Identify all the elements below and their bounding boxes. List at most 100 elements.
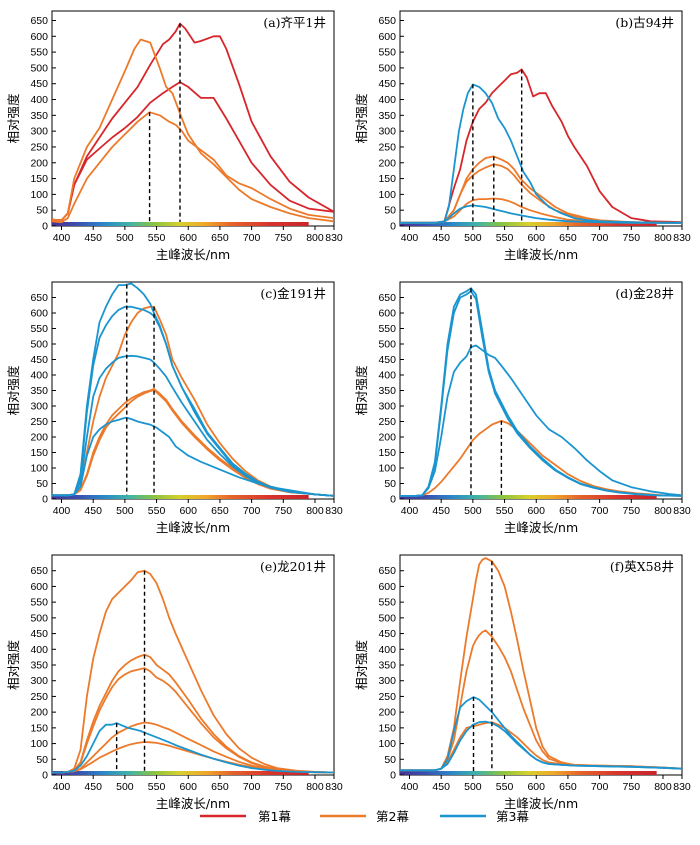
y-tick-label: 500 — [30, 612, 48, 624]
y-tick-label: 500 — [378, 339, 396, 351]
x-tick-label: 700 — [591, 505, 609, 517]
y-tick-label: 100 — [30, 738, 48, 750]
y-tick-label: 150 — [30, 447, 48, 459]
x-tick-label: 800 — [654, 505, 672, 517]
y-tick-label: 550 — [30, 323, 48, 335]
spectrum-bar — [52, 771, 309, 775]
series-line-stage3 — [52, 282, 334, 497]
y-tick-label: 250 — [30, 416, 48, 428]
y-tick-label: 200 — [30, 707, 48, 719]
chart-panel: 0 50 100 150 200 250 300 350 400 450 500 550 600 650 4… — [6, 554, 343, 811]
plot-frame — [51, 10, 335, 227]
x-tick-label: 830 — [673, 232, 691, 244]
series-group — [52, 569, 334, 774]
series-line-stage3 — [52, 305, 334, 497]
x-tick-label: 450 — [84, 781, 102, 793]
y-axis-label: 相对强度 — [354, 640, 369, 691]
chart-panel: 0 50 100 150 200 250 300 350 400 450 500 550 600 650 4… — [6, 10, 343, 262]
series-line-stage2 — [52, 667, 334, 774]
y-tick-label: 600 — [378, 31, 396, 43]
y-tick-label: 150 — [30, 722, 48, 734]
x-tick-label: 700 — [243, 232, 261, 244]
series-line-stage2 — [52, 569, 334, 774]
x-tick-label: 550 — [148, 781, 166, 793]
y-tick-label: 650 — [30, 292, 48, 304]
x-tick-label: 800 — [306, 232, 324, 244]
y-tick-label: 50 — [384, 205, 396, 217]
x-tick-label: 600 — [179, 781, 197, 793]
y-tick-label: 400 — [378, 94, 396, 106]
x-tick-label: 600 — [179, 232, 197, 244]
legend-label-stage2: 第2幕 — [376, 809, 409, 824]
y-tick-label: 400 — [30, 370, 48, 382]
y-tick-label: 300 — [30, 675, 48, 687]
y-tick-label: 300 — [378, 126, 396, 138]
y-tick-label: 550 — [378, 597, 396, 609]
spectrum-bar — [400, 771, 657, 775]
plot-frame — [399, 10, 683, 227]
x-tick-label: 800 — [654, 232, 672, 244]
y-tick-label: 0 — [42, 770, 48, 782]
x-tick-label: 650 — [559, 505, 577, 517]
y-tick-label: 0 — [390, 494, 396, 506]
y-tick-label: 250 — [378, 141, 396, 153]
y-tick-label: 250 — [378, 416, 396, 428]
series-group — [400, 557, 682, 772]
series-line-stage2 — [52, 741, 334, 774]
series-line-stage3 — [400, 720, 682, 772]
series-line-stage2 — [52, 38, 334, 223]
y-tick-label: 200 — [30, 432, 48, 444]
series-line-stage3 — [400, 204, 682, 224]
x-tick-label: 700 — [243, 505, 261, 517]
x-tick-label: 450 — [432, 781, 450, 793]
y-axis-label: 相对强度 — [6, 93, 21, 144]
y-tick-label: 650 — [30, 565, 48, 577]
legend-label-stage1: 第1幕 — [258, 809, 291, 824]
y-tick-label: 150 — [378, 173, 396, 185]
x-tick-label: 750 — [623, 781, 641, 793]
series-line-stage2 — [400, 557, 682, 772]
y-tick-label: 450 — [378, 78, 396, 90]
panel-title: (c)金191井 — [260, 286, 326, 301]
x-tick-label: 750 — [623, 232, 641, 244]
series-line-stage3 — [52, 354, 334, 497]
y-tick-label: 550 — [378, 47, 396, 59]
chart-panel: 0 50 100 150 200 250 300 350 400 450 500 550 600 650 4… — [354, 281, 691, 535]
x-tick-label: 830 — [673, 781, 691, 793]
x-tick-label: 800 — [306, 781, 324, 793]
series-line-stage2 — [52, 111, 334, 224]
y-tick-label: 250 — [378, 691, 396, 703]
x-tick-label: 450 — [84, 232, 102, 244]
y-tick-label: 650 — [378, 292, 396, 304]
series-line-stage3 — [52, 722, 334, 774]
y-tick-label: 450 — [378, 354, 396, 366]
x-tick-label: 500 — [464, 781, 482, 793]
x-tick-label: 650 — [211, 781, 229, 793]
y-tick-label: 50 — [384, 478, 396, 490]
y-tick-label: 200 — [30, 157, 48, 169]
y-tick-label: 400 — [378, 644, 396, 656]
x-tick-label: 650 — [559, 232, 577, 244]
y-tick-label: 300 — [378, 401, 396, 413]
series-line-stage1 — [52, 81, 334, 222]
panel-title: (f)英X58井 — [610, 559, 674, 574]
x-tick-label: 400 — [401, 781, 419, 793]
y-axis-label: 相对强度 — [354, 93, 369, 144]
series-line-stage2 — [52, 721, 334, 774]
x-tick-label: 800 — [306, 505, 324, 517]
panel-title: (a)齐平1井 — [263, 15, 326, 30]
y-tick-label: 250 — [30, 141, 48, 153]
y-tick-label: 450 — [30, 354, 48, 366]
y-tick-label: 0 — [42, 221, 48, 233]
y-tick-label: 450 — [30, 78, 48, 90]
x-tick-label: 500 — [116, 232, 134, 244]
y-tick-label: 350 — [30, 385, 48, 397]
y-tick-label: 350 — [378, 385, 396, 397]
spectrum-bar — [52, 222, 309, 226]
x-tick-label: 830 — [325, 781, 343, 793]
series-line-stage1 — [52, 22, 334, 222]
x-tick-label: 550 — [496, 232, 514, 244]
y-tick-label: 200 — [378, 157, 396, 169]
y-tick-label: 0 — [390, 221, 396, 233]
series-line-stage2 — [400, 420, 682, 497]
